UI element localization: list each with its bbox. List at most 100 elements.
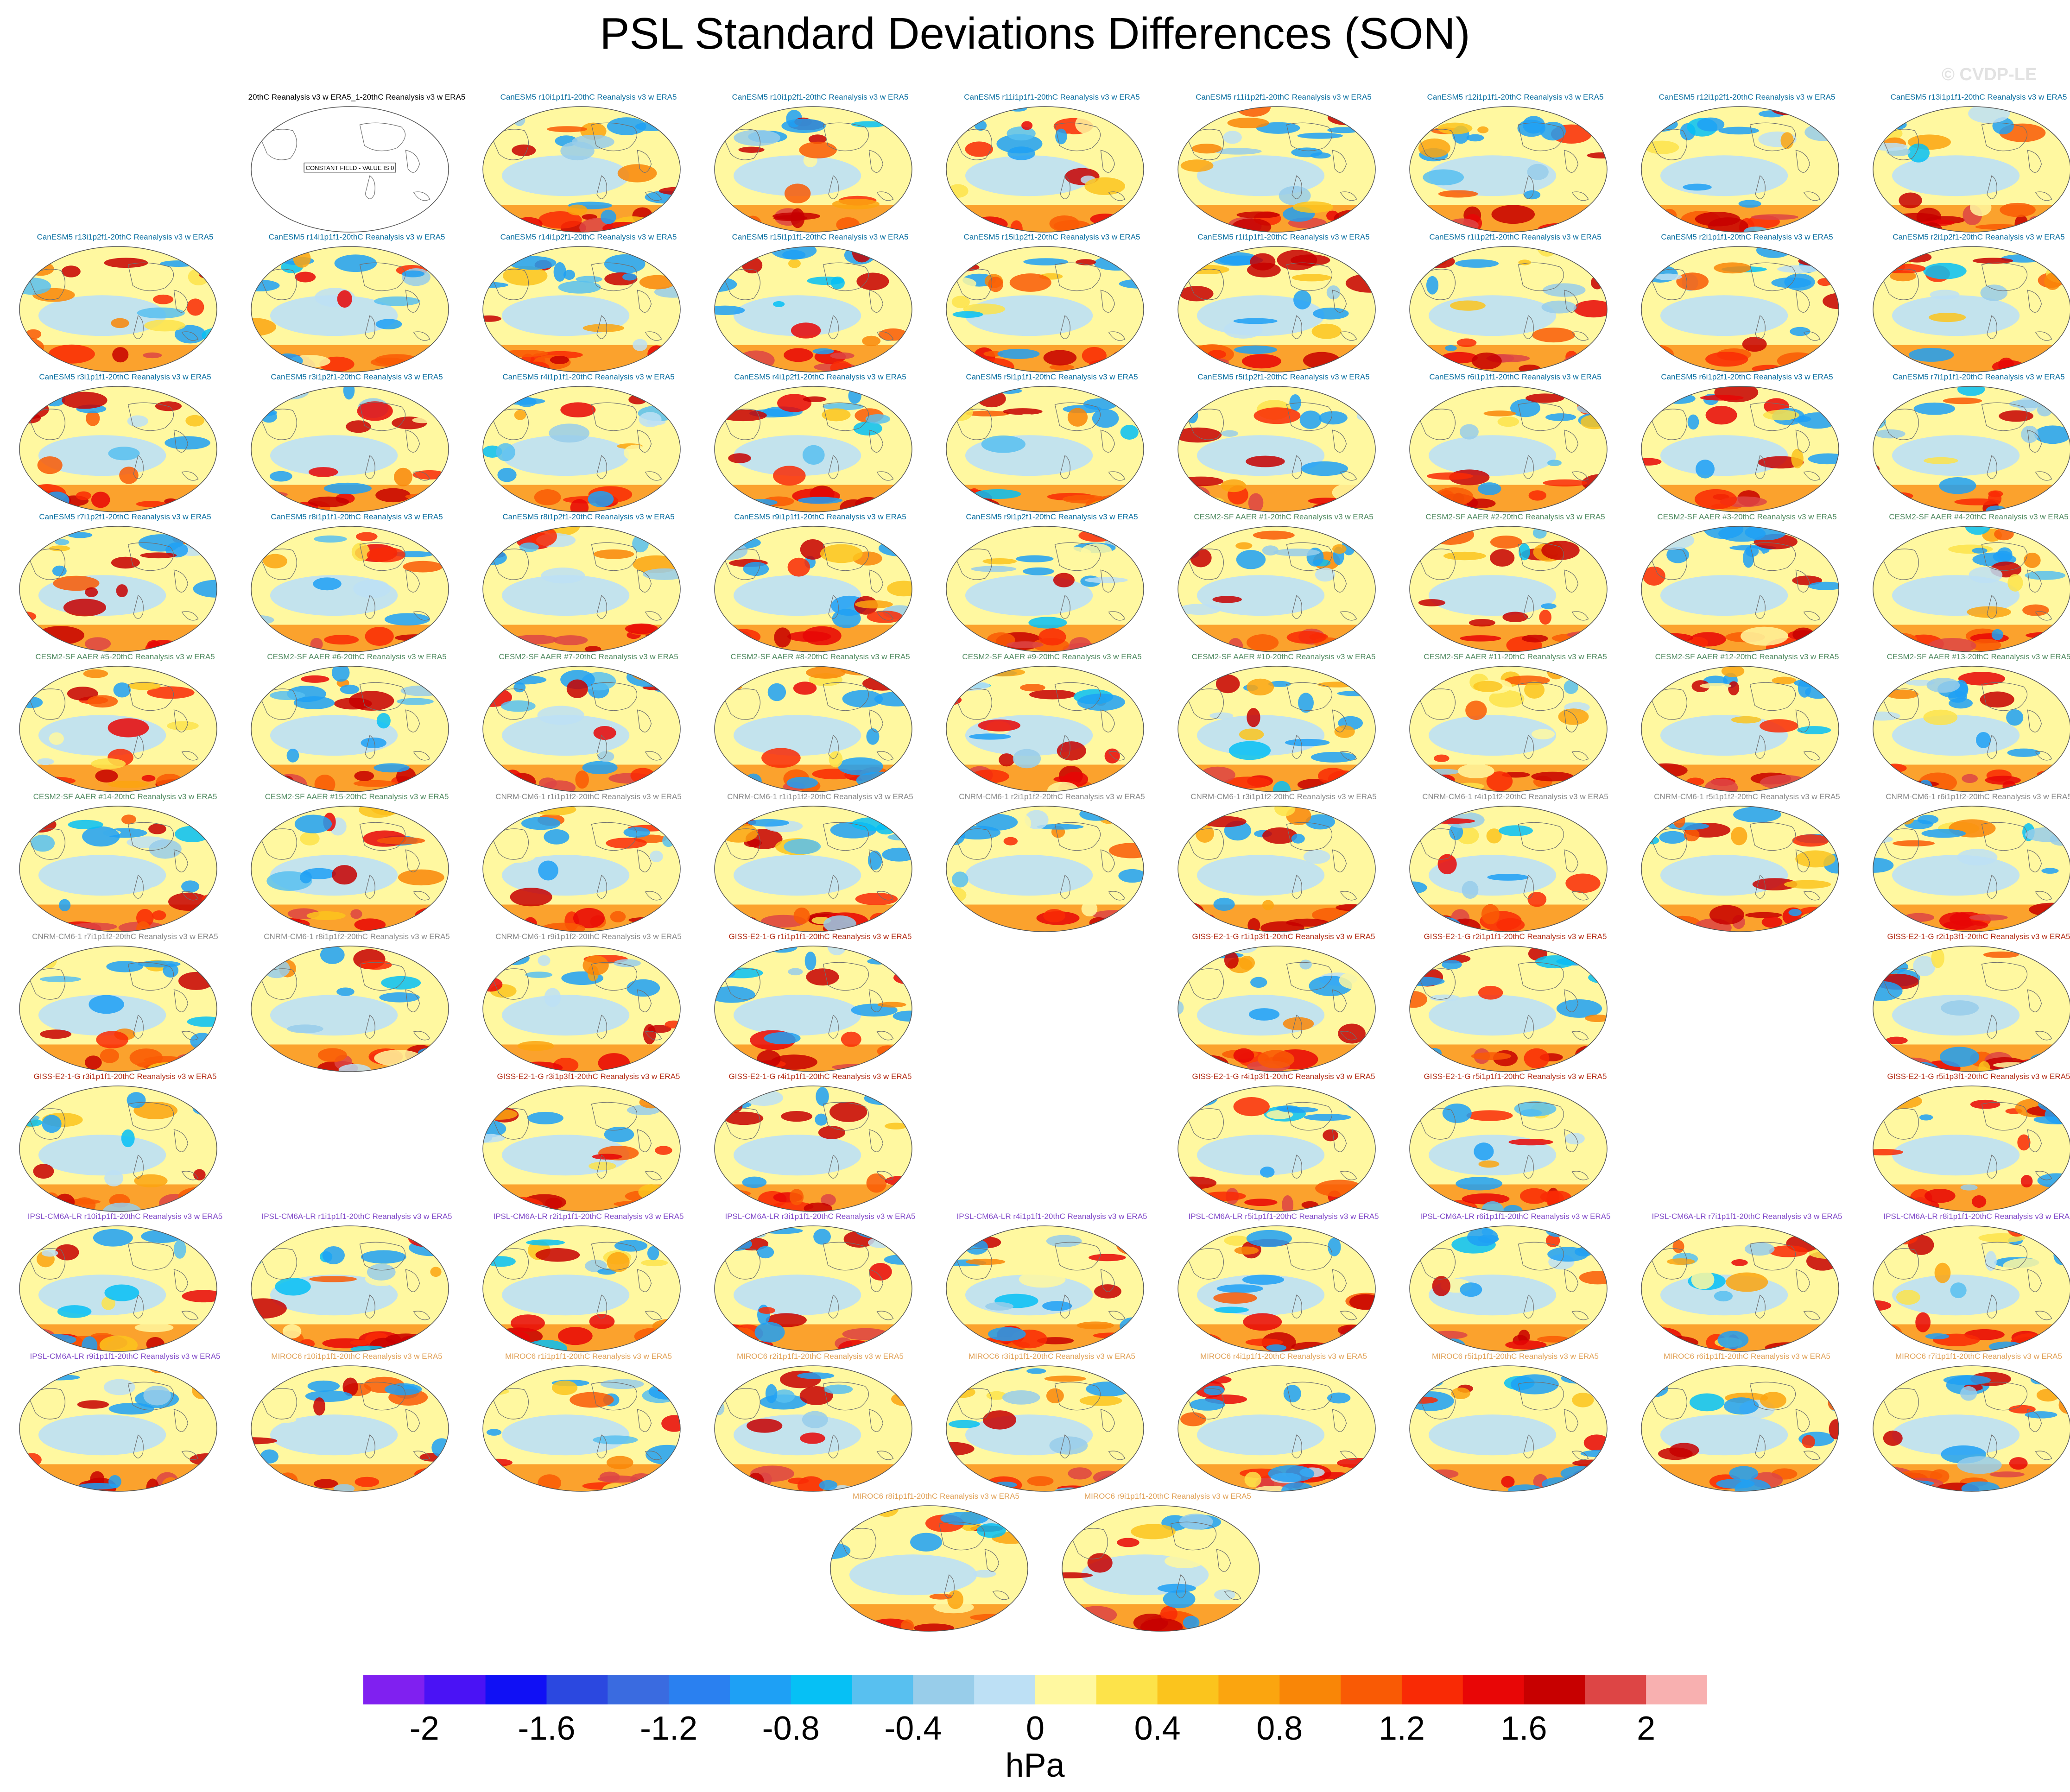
map-panel: GISS-E2-1-G r1i1p3f1-20thC Reanalysis v3… bbox=[1168, 932, 1399, 1072]
global-map bbox=[1409, 1365, 1608, 1492]
map-panel: GISS-E2-1-G r5i1p1f1-20thC Reanalysis v3… bbox=[1399, 1072, 1631, 1212]
map-panel: CanESM5 r1i1p2f1-20thC Reanalysis v3 w E… bbox=[1399, 233, 1631, 372]
global-map bbox=[714, 526, 912, 652]
panel-title: MIROC6 r7i1p1f1-20thC Reanalysis v3 w ER… bbox=[1895, 1352, 2062, 1361]
global-map bbox=[19, 1365, 217, 1492]
panel-title: MIROC6 r5i1p1f1-20thC Reanalysis v3 w ER… bbox=[1432, 1352, 1599, 1361]
global-map bbox=[1873, 526, 2070, 652]
map-panel: CESM2-SF AAER #3-20thC Reanalysis v3 w E… bbox=[1631, 512, 1863, 652]
map-panel: GISS-E2-1-G r3i1p3f1-20thC Reanalysis v3… bbox=[473, 1072, 704, 1212]
map-panel: CESM2-SF AAER #14-20thC Reanalysis v3 w … bbox=[9, 792, 241, 932]
panel-title: CanESM5 r13i1p1f1-20thC Reanalysis v3 w … bbox=[1890, 93, 2067, 101]
global-map bbox=[19, 666, 217, 792]
map-panel: IPSL-CM6A-LR r5i1p1f1-20thC Reanalysis v… bbox=[1168, 1212, 1399, 1352]
panel-title: GISS-E2-1-G r3i1p3f1-20thC Reanalysis v3… bbox=[497, 1072, 680, 1081]
global-map bbox=[714, 1365, 912, 1492]
map-panel: CESM2-SF AAER #5-20thC Reanalysis v3 w E… bbox=[9, 652, 241, 792]
colorbar-swatch bbox=[485, 1675, 547, 1704]
global-map bbox=[251, 946, 449, 1072]
panel-title: CanESM5 r1i1p2f1-20thC Reanalysis v3 w E… bbox=[1429, 233, 1602, 241]
panel-title: CNRM-CM6-1 r1i1p1f2-20thC Reanalysis v3 … bbox=[727, 792, 913, 801]
global-map bbox=[1873, 106, 2070, 233]
global-map bbox=[1409, 666, 1608, 792]
colorbar-units: hPa bbox=[1005, 1747, 1065, 1784]
panel-title: CESM2-SF AAER #13-20thC Reanalysis v3 w … bbox=[1886, 652, 2070, 661]
watermark: © CVDP-LE bbox=[1942, 65, 2037, 84]
global-map bbox=[1177, 1225, 1376, 1352]
global-map bbox=[1873, 1365, 2070, 1492]
map-panel: IPSL-CM6A-LR r2i1p1f1-20thC Reanalysis v… bbox=[473, 1212, 704, 1352]
global-map bbox=[1177, 1085, 1376, 1212]
global-map bbox=[1641, 666, 1839, 792]
panel-title: CanESM5 r12i1p1f1-20thC Reanalysis v3 w … bbox=[1427, 93, 1604, 101]
colorbar-swatch bbox=[1462, 1675, 1525, 1704]
colorbar-swatch bbox=[1401, 1675, 1463, 1704]
global-map bbox=[1873, 1225, 2070, 1352]
global-map bbox=[251, 666, 449, 792]
map-panel: GISS-E2-1-G r2i1p1f1-20thC Reanalysis v3… bbox=[1399, 932, 1631, 1072]
map-panels-grid: 20thC Reanalysis v3 w ERA5_1-20thC Reana… bbox=[9, 93, 2070, 1632]
colorbar-swatch bbox=[1341, 1675, 1402, 1704]
map-panel: MIROC6 r1i1p1f1-20thC Reanalysis v3 w ER… bbox=[473, 1352, 704, 1492]
panel-title: CanESM5 r9i1p2f1-20thC Reanalysis v3 w E… bbox=[966, 512, 1138, 521]
map-panel: GISS-E2-1-G r1i1p1f1-20thC Reanalysis v3… bbox=[704, 932, 936, 1072]
global-map bbox=[1873, 386, 2070, 512]
panel-title: CESM2-SF AAER #1-20thC Reanalysis v3 w E… bbox=[1194, 512, 1374, 521]
map-panel: CanESM5 r9i1p1f1-20thC Reanalysis v3 w E… bbox=[704, 512, 936, 652]
panel-title: GISS-E2-1-G r4i1p1f1-20thC Reanalysis v3… bbox=[728, 1072, 912, 1081]
map-panel: CESM2-SF AAER #15-20thC Reanalysis v3 w … bbox=[241, 792, 473, 932]
panel-title: IPSL-CM6A-LR r4i1p1f1-20thC Reanalysis v… bbox=[956, 1212, 1147, 1221]
map-panel: IPSL-CM6A-LR r4i1p1f1-20thC Reanalysis v… bbox=[936, 1212, 1168, 1352]
global-map bbox=[482, 386, 681, 512]
map-panel: CanESM5 r6i1p2f1-20thC Reanalysis v3 w E… bbox=[1631, 372, 1863, 512]
panel-title: IPSL-CM6A-LR r1i1p1f1-20thC Reanalysis v… bbox=[261, 1212, 452, 1221]
global-map bbox=[251, 806, 449, 932]
panel-title: GISS-E2-1-G r5i1p3f1-20thC Reanalysis v3… bbox=[1887, 1072, 2070, 1081]
panel-title: CanESM5 r11i1p2f1-20thC Reanalysis v3 w … bbox=[1196, 93, 1372, 101]
colorbar-tick-labels: -2 -1.6 -1.2 -0.8 -0.4 0 0.4 0.8 1.2 1.6 2 bbox=[0, 1710, 2070, 1756]
global-map bbox=[1641, 526, 1839, 652]
panel-title: MIROC6 r8i1p1f1-20thC Reanalysis v3 w ER… bbox=[853, 1492, 1019, 1501]
map-panel: CNRM-CM6-1 r2i1p1f2-20thC Reanalysis v3 … bbox=[936, 792, 1168, 932]
colorbar-tick-label: 0 bbox=[1026, 1710, 1045, 1747]
panel-title: CNRM-CM6-1 r7i1p1f2-20thC Reanalysis v3 … bbox=[32, 932, 218, 941]
panel-title: IPSL-CM6A-LR r10i1p1f1-20thC Reanalysis … bbox=[27, 1212, 223, 1221]
global-map bbox=[1409, 246, 1608, 372]
panel-title: CanESM5 r9i1p1f1-20thC Reanalysis v3 w E… bbox=[734, 512, 906, 521]
colorbar-swatch bbox=[729, 1675, 791, 1704]
panel-title: CNRM-CM6-1 r8i1p1f2-20thC Reanalysis v3 … bbox=[264, 932, 450, 941]
colorbar-tick-label: 0.8 bbox=[1256, 1710, 1303, 1747]
panel-title: CanESM5 r5i1p1f1-20thC Reanalysis v3 w E… bbox=[966, 372, 1138, 381]
colorbar-swatch bbox=[1279, 1675, 1341, 1704]
panel-title: IPSL-CM6A-LR r9i1p1f1-20thC Reanalysis v… bbox=[30, 1352, 221, 1361]
global-map bbox=[830, 1505, 1028, 1632]
colorbar-swatch bbox=[1096, 1675, 1158, 1704]
map-panel: IPSL-CM6A-LR r9i1p1f1-20thC Reanalysis v… bbox=[9, 1352, 241, 1492]
panel-title: CanESM5 r6i1p1f1-20thC Reanalysis v3 w E… bbox=[1429, 372, 1602, 381]
global-map bbox=[19, 386, 217, 512]
map-panel: CESM2-SF AAER #6-20thC Reanalysis v3 w E… bbox=[241, 652, 473, 792]
global-map bbox=[1873, 666, 2070, 792]
colorbar-swatch bbox=[791, 1675, 853, 1704]
global-map bbox=[1177, 1365, 1376, 1492]
global-map bbox=[1177, 806, 1376, 932]
colorbar-swatch bbox=[1646, 1675, 1707, 1704]
map-panel: CNRM-CM6-1 r1i1p1f2-20thC Reanalysis v3 … bbox=[473, 792, 704, 932]
global-map bbox=[251, 1365, 449, 1492]
colorbar-swatch bbox=[546, 1675, 608, 1704]
panel-title: GISS-E2-1-G r2i1p3f1-20thC Reanalysis v3… bbox=[1887, 932, 2070, 941]
colorbar bbox=[363, 1675, 1707, 1704]
panel-title: MIROC6 r3i1p1f1-20thC Reanalysis v3 w ER… bbox=[969, 1352, 1135, 1361]
global-map bbox=[946, 1225, 1144, 1352]
panel-title: CanESM5 r6i1p2f1-20thC Reanalysis v3 w E… bbox=[1661, 372, 1833, 381]
map-panel: CNRM-CM6-1 r1i1p1f2-20thC Reanalysis v3 … bbox=[704, 792, 936, 932]
map-panel: CanESM5 r2i1p2f1-20thC Reanalysis v3 w E… bbox=[1863, 233, 2070, 372]
global-map bbox=[251, 1225, 449, 1352]
map-panel: IPSL-CM6A-LR r8i1p1f1-20thC Reanalysis v… bbox=[1863, 1212, 2070, 1352]
global-map bbox=[251, 526, 449, 652]
global-map bbox=[1641, 1225, 1839, 1352]
global-map bbox=[714, 1225, 912, 1352]
panel-title: IPSL-CM6A-LR r8i1p1f1-20thC Reanalysis v… bbox=[1883, 1212, 2070, 1221]
global-map bbox=[1409, 526, 1608, 652]
colorbar-swatch bbox=[1585, 1675, 1646, 1704]
